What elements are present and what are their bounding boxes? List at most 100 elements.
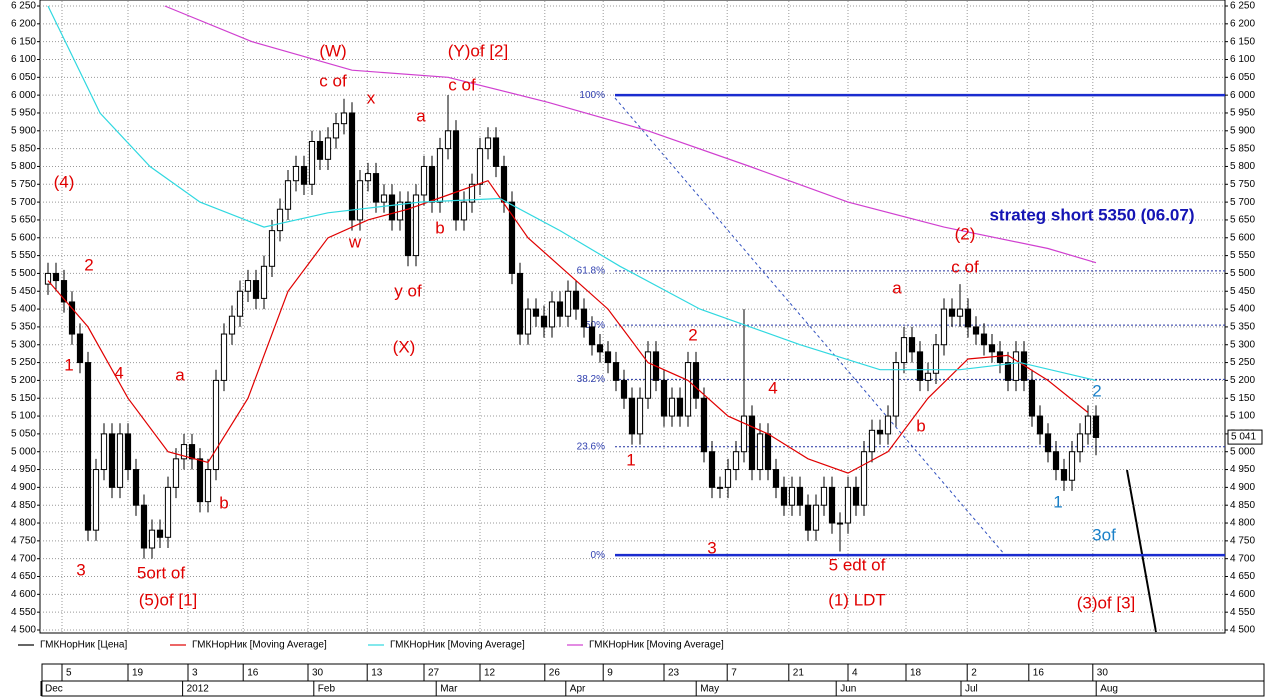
y-tick-label: 4 950 (11, 464, 36, 475)
candle-body (332, 123, 340, 139)
date-axis-frame (41, 663, 1265, 697)
y2-tick-label: 5 500 (1230, 268, 1255, 279)
candle-body (388, 194, 396, 221)
y2-tick-label: 6 200 (1230, 18, 1255, 29)
candle-body (620, 379, 628, 399)
y-tick-label: 5 800 (11, 161, 36, 172)
y2-tick-label: 5 000 (1230, 446, 1255, 457)
y2-tick-label: 5 300 (1230, 339, 1255, 350)
candle-body (692, 362, 700, 399)
candle-body (708, 451, 716, 488)
moving-average (47, 179, 1089, 474)
y-tick-label: 5 450 (11, 286, 36, 297)
candle-body (84, 362, 92, 531)
y2-tick-label: 5 450 (1230, 286, 1255, 297)
candle-body (740, 415, 748, 453)
candle-body (364, 173, 372, 182)
y-tick-label: 6 200 (11, 18, 36, 29)
candle-body (516, 272, 524, 335)
candle-body (140, 504, 148, 549)
candle-body (876, 429, 884, 435)
y2-tick-label: 6 050 (1230, 72, 1255, 83)
y2-tick-label: 5 700 (1230, 197, 1255, 208)
y2-tick-label: 5 400 (1230, 304, 1255, 315)
x-tick-label: 4 (852, 668, 858, 679)
candle-body (484, 137, 492, 150)
candle-body (988, 344, 996, 353)
y-tick-label: 5 250 (11, 357, 36, 368)
candle-body (1092, 415, 1100, 438)
candle-body (76, 333, 84, 364)
month-label: Aug (1100, 684, 1118, 695)
y-tick-label: 4 900 (11, 482, 36, 493)
y2-tick-label: 5 900 (1230, 125, 1255, 136)
candle-body (1036, 415, 1044, 435)
y-tick-label: 5 200 (11, 375, 36, 386)
y2-tick-label: 4 800 (1230, 518, 1255, 529)
candle-body (812, 504, 820, 531)
candle-body (268, 230, 276, 267)
candle-body (700, 397, 708, 453)
candle-body (972, 326, 980, 335)
candle-body (308, 140, 316, 185)
x-tick-label: 3 (192, 668, 198, 679)
y2-tick-label: 5 250 (1230, 357, 1255, 368)
wave-label: 2 (84, 255, 93, 274)
month-label: Jul (965, 684, 978, 695)
wave-label: 3 (707, 538, 716, 557)
x-tick-label: 5 (66, 668, 72, 679)
y-tick-label: 5 350 (11, 322, 36, 333)
candle-body (404, 201, 412, 257)
y-tick-label: 6 050 (11, 72, 36, 83)
y-tick-label: 4 550 (11, 607, 36, 618)
x-tick-label: 16 (1033, 668, 1045, 679)
candle-body (220, 333, 228, 381)
candle-body (300, 165, 308, 185)
y-tick-label: 5 600 (11, 232, 36, 243)
candle-body (420, 165, 428, 196)
candle-body (276, 208, 284, 232)
candle-body (460, 201, 468, 221)
x-tick-label: 13 (371, 668, 383, 679)
candle-body (316, 140, 324, 160)
y2-tick-label: 5 350 (1230, 322, 1255, 333)
x-tick-label: 21 (793, 668, 805, 679)
y-tick-label: 5 500 (11, 268, 36, 279)
y2-tick-label: 4 500 (1230, 625, 1255, 636)
y2-tick-label: 6 250 (1230, 1, 1255, 12)
candle-body (204, 469, 212, 503)
candle-body (148, 529, 156, 549)
wave-label: 1 (1053, 492, 1062, 511)
candle-body (588, 326, 596, 346)
candle-body (828, 486, 836, 524)
y-tick-label: 5 150 (11, 393, 36, 404)
y2-tick-label: 6 150 (1230, 36, 1255, 47)
candle-body (172, 458, 180, 488)
y2-tick-label: 4 650 (1230, 571, 1255, 582)
wave-label: 2 (688, 325, 697, 344)
candle-body (756, 433, 764, 471)
candle-body (260, 265, 268, 299)
y-tick-label: 4 750 (11, 535, 36, 546)
candle-body (1052, 451, 1060, 471)
candle-body (52, 272, 60, 282)
candle-body (548, 301, 556, 328)
candle-body (92, 469, 100, 531)
candle-body (188, 444, 196, 460)
candle-body (340, 112, 348, 125)
fib-label: 23.6% (577, 441, 605, 452)
moving-average (164, 5, 1097, 264)
candle-body (236, 290, 244, 317)
month-label: May (700, 684, 719, 695)
candle-body (596, 344, 604, 353)
x-tick-label: 16 (247, 668, 259, 679)
candle-body (108, 433, 116, 488)
candle-body (180, 444, 188, 460)
fib-label: 61.8% (577, 266, 605, 277)
candle-body (836, 522, 844, 525)
y2-tick-label: 5 100 (1230, 411, 1255, 422)
candle-body (900, 337, 908, 364)
candle-body (796, 486, 804, 506)
candle-body (356, 180, 364, 221)
y2-tick-label: 4 900 (1230, 482, 1255, 493)
